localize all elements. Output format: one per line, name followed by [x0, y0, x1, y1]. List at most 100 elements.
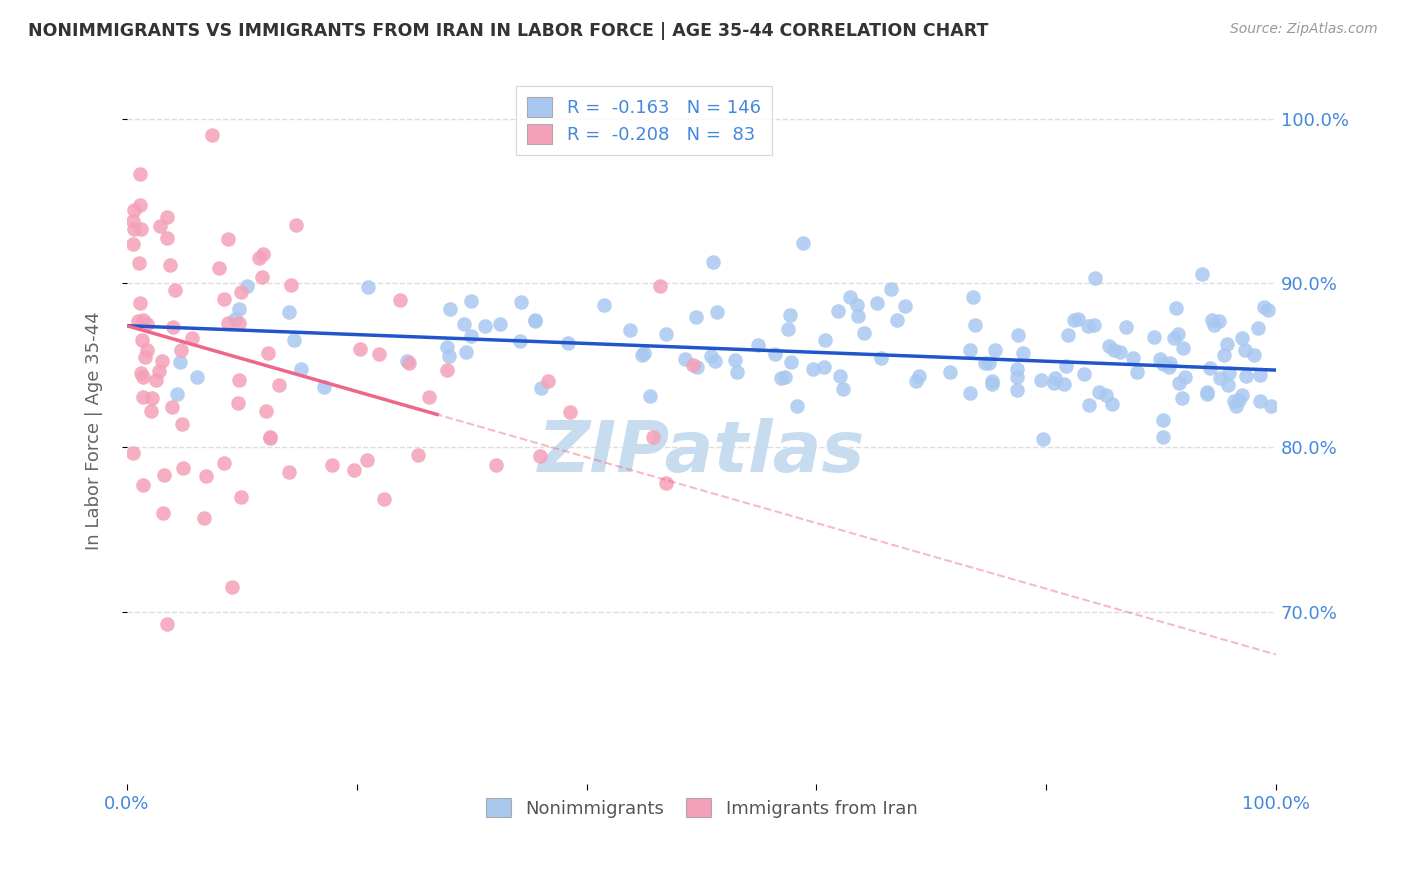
- Point: [169, 355, 191, 369]
- Point: [212, 456, 235, 470]
- Point: [1005, 361, 1028, 376]
- Point: [224, 312, 246, 326]
- Point: [593, 298, 616, 312]
- Point: [979, 356, 1001, 370]
- Point: [169, 343, 191, 357]
- Point: [813, 359, 835, 374]
- Point: [980, 374, 1002, 388]
- Point: [277, 465, 299, 479]
- Point: [132, 390, 155, 404]
- Point: [938, 365, 960, 379]
- Point: [139, 404, 162, 418]
- Point: [827, 303, 849, 318]
- Point: [367, 347, 389, 361]
- Point: [1012, 346, 1035, 360]
- Point: [312, 379, 335, 393]
- Point: [321, 458, 343, 472]
- Point: [1157, 359, 1180, 374]
- Point: [792, 236, 814, 251]
- Point: [1167, 326, 1189, 341]
- Point: [846, 310, 869, 324]
- Point: [247, 251, 270, 265]
- Point: [217, 316, 239, 330]
- Point: [1202, 318, 1225, 333]
- Point: [776, 322, 799, 336]
- Point: [145, 372, 167, 386]
- Point: [1097, 339, 1119, 353]
- Point: [904, 374, 927, 388]
- Point: [259, 429, 281, 443]
- Point: [894, 299, 917, 313]
- Point: [277, 305, 299, 319]
- Point: [880, 282, 903, 296]
- Point: [1005, 384, 1028, 398]
- Point: [963, 318, 986, 332]
- Point: [1222, 393, 1244, 408]
- Point: [1171, 391, 1194, 405]
- Point: [1232, 331, 1254, 345]
- Point: [779, 308, 801, 322]
- Point: [1260, 399, 1282, 413]
- Point: [1109, 345, 1132, 359]
- Point: [1073, 368, 1095, 382]
- Point: [523, 313, 546, 327]
- Point: [252, 247, 274, 261]
- Point: [1163, 331, 1185, 345]
- Point: [631, 348, 654, 362]
- Point: [686, 360, 709, 375]
- Point: [1234, 343, 1257, 357]
- Point: [236, 278, 259, 293]
- Point: [1195, 385, 1218, 400]
- Point: [832, 382, 855, 396]
- Point: [439, 349, 461, 363]
- Point: [1152, 357, 1174, 371]
- Point: [725, 365, 748, 379]
- Point: [1199, 360, 1222, 375]
- Point: [959, 343, 981, 358]
- Point: [226, 396, 249, 410]
- Point: [172, 460, 194, 475]
- Point: [152, 507, 174, 521]
- Point: [530, 381, 553, 395]
- Point: [1032, 433, 1054, 447]
- Point: [704, 353, 727, 368]
- Point: [474, 318, 496, 333]
- Point: [1084, 271, 1107, 285]
- Point: [285, 218, 308, 232]
- Point: [221, 580, 243, 594]
- Point: [148, 364, 170, 378]
- Point: [1005, 370, 1028, 384]
- Point: [162, 320, 184, 334]
- Point: [170, 417, 193, 431]
- Point: [643, 429, 665, 443]
- Point: [201, 128, 224, 142]
- Point: [1054, 359, 1077, 373]
- Point: [700, 349, 723, 363]
- Point: [231, 490, 253, 504]
- Point: [724, 353, 747, 368]
- Point: [1209, 371, 1232, 385]
- Point: [460, 294, 482, 309]
- Point: [633, 346, 655, 360]
- Point: [217, 232, 239, 246]
- Point: [129, 296, 152, 310]
- Point: [212, 292, 235, 306]
- Point: [524, 314, 547, 328]
- Point: [673, 351, 696, 366]
- Point: [866, 295, 889, 310]
- Point: [655, 326, 678, 341]
- Point: [619, 323, 641, 337]
- Point: [814, 333, 837, 347]
- Point: [153, 467, 176, 482]
- Point: [156, 231, 179, 245]
- Point: [439, 301, 461, 316]
- Point: [1083, 318, 1105, 332]
- Point: [254, 403, 277, 417]
- Point: [1029, 373, 1052, 387]
- Point: [129, 198, 152, 212]
- Point: [908, 369, 931, 384]
- Point: [488, 317, 510, 331]
- Point: [529, 449, 551, 463]
- Point: [122, 222, 145, 236]
- Point: [870, 351, 893, 365]
